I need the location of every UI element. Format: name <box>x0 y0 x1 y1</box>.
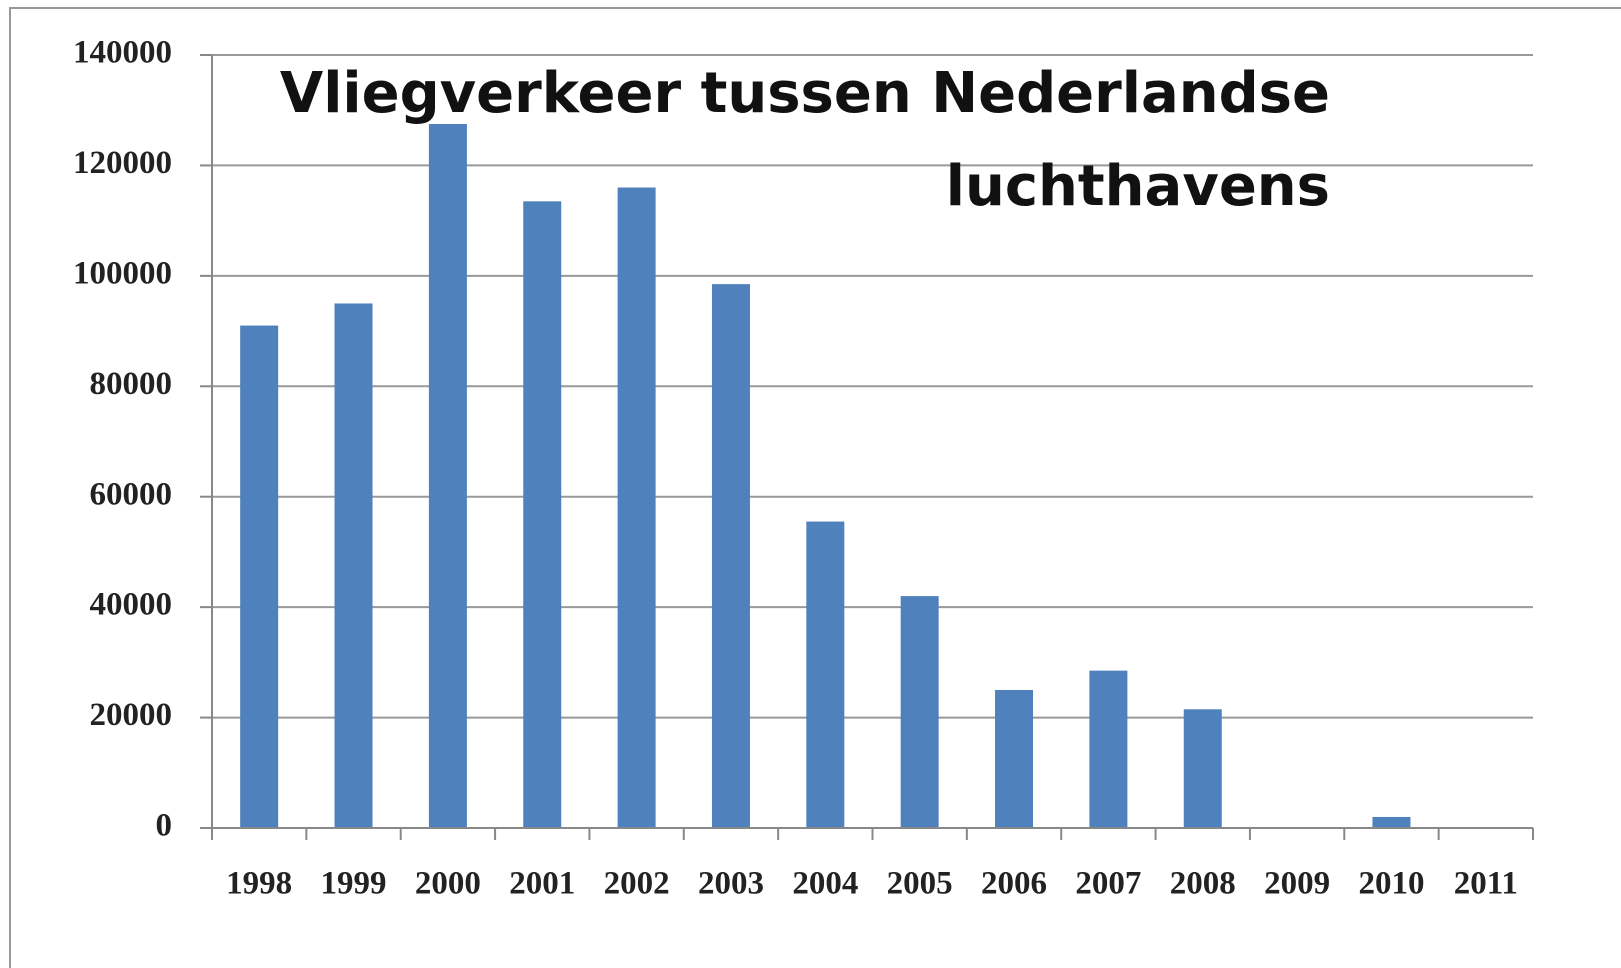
chart-title: Vliegverkeer tussen Nederlandse <box>280 61 1330 126</box>
x-tick-label: 2001 <box>509 866 575 902</box>
chart-border <box>9 7 1621 968</box>
y-tick-label: 0 <box>156 808 173 844</box>
bar <box>1183 709 1222 828</box>
x-tick-label: 2010 <box>1358 866 1424 902</box>
x-tick-label: 2011 <box>1454 866 1518 902</box>
bar <box>806 521 845 828</box>
x-tick-label: 2007 <box>1075 866 1141 902</box>
bar <box>334 303 373 828</box>
y-tick-label: 80000 <box>90 366 173 402</box>
y-tick-label: 100000 <box>73 255 172 291</box>
bar <box>1372 816 1411 828</box>
x-tick-label: 2002 <box>604 866 670 902</box>
y-tick-label: 60000 <box>90 476 173 512</box>
x-tick-label: 1998 <box>226 866 292 902</box>
x-tick-label: 2003 <box>698 866 764 902</box>
y-tick-label: 20000 <box>90 697 173 733</box>
x-tick-label: 2004 <box>792 866 858 902</box>
bar <box>900 596 939 828</box>
x-tick-label: 2008 <box>1170 866 1236 902</box>
x-tick-label: 2006 <box>981 866 1047 902</box>
x-tick-label: 1999 <box>321 866 387 902</box>
x-tick-label: 2009 <box>1264 866 1330 902</box>
y-tick-label: 120000 <box>73 145 172 181</box>
bar <box>523 201 562 828</box>
x-tick-label: 2005 <box>887 866 953 902</box>
chart-title: luchthavens <box>946 154 1330 219</box>
bar <box>995 689 1034 828</box>
bar <box>617 187 656 828</box>
bar <box>1089 670 1128 828</box>
bar <box>240 325 279 828</box>
bar <box>428 124 467 828</box>
y-tick-label: 140000 <box>73 35 172 71</box>
y-tick-label: 40000 <box>90 587 173 623</box>
bar <box>711 284 750 828</box>
x-tick-label: 2000 <box>415 866 481 902</box>
